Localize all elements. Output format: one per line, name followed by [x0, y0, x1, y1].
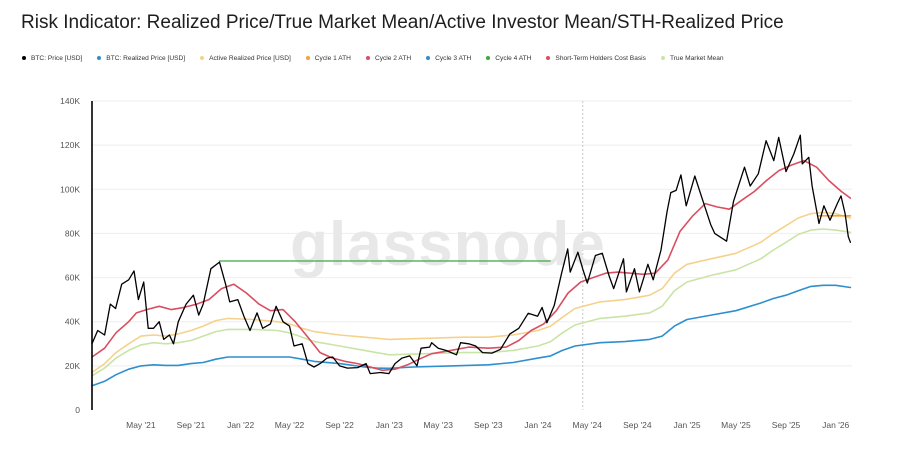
x-tick-label: Jan '26	[822, 420, 849, 430]
series-line	[91, 159, 852, 372]
series-line	[91, 134, 852, 375]
x-tick-label: May '25	[721, 420, 751, 430]
x-axis-ticks: May '21 Sep '21 Jan '22 May '22 Sep '22 Jan '…	[126, 420, 849, 430]
y-tick-label: 0	[75, 405, 80, 415]
y-tick-label: 140K	[60, 96, 80, 106]
y-tick-label: 100K	[60, 184, 80, 194]
x-tick-label: Sep '24	[623, 420, 652, 430]
x-tick-label: Sep '22	[325, 420, 354, 430]
legend-label: Cycle 1 ATH	[314, 54, 351, 62]
legend-swatch	[486, 56, 491, 60]
legend-item[interactable]: Short-Term Holders Cost Basis	[546, 55, 646, 62]
legend-item[interactable]: Cycle 4 ATH	[486, 55, 531, 62]
legend-item[interactable]: Cycle 3 ATH	[426, 55, 471, 62]
legend-label: Cycle 2 ATH	[374, 54, 412, 62]
legend-item[interactable]: True Market Mean	[660, 54, 724, 62]
legend-label: Cycle 4 ATH	[495, 54, 532, 62]
legend-item[interactable]: Active Realized Price [USD]	[200, 55, 291, 62]
legend-label: Short-Term Holders Cost Basis	[555, 54, 646, 62]
legend-swatch	[200, 56, 205, 60]
legend-swatch	[365, 56, 370, 60]
x-tick-label: Jan '23	[376, 420, 403, 430]
legend-label: BTC: Price [USD]	[31, 54, 83, 62]
y-tick-label: 80K	[65, 228, 80, 238]
series-line	[91, 228, 852, 377]
series-line	[91, 284, 852, 387]
x-tick-label: Jan '22	[227, 420, 254, 430]
legend-swatch	[305, 56, 310, 60]
legend-label: Cycle 3 ATH	[435, 54, 472, 62]
x-tick-label: Sep '23	[474, 420, 503, 430]
y-tick-label: 120K	[60, 140, 80, 150]
legend-label: True Market Mean	[669, 54, 724, 62]
x-tick-label: May '21	[126, 420, 156, 430]
chart-title: Risk Indicator: Realized Price/True Mark…	[21, 12, 784, 33]
legend-item[interactable]: BTC: Price [USD]	[22, 55, 82, 62]
legend-label: BTC: Realized Price [USD]	[106, 54, 186, 62]
x-tick-label: Jan '24	[524, 420, 551, 430]
series-line	[91, 211, 852, 374]
legend-item[interactable]: Cycle 1 ATH	[305, 54, 351, 62]
legend-swatch	[22, 56, 26, 60]
x-tick-label: Sep '21	[177, 420, 206, 430]
x-tick-label: May '23	[423, 420, 453, 430]
watermark: glassnode	[290, 210, 606, 279]
y-tick-label: 20K	[65, 361, 80, 371]
y-axis-ticks: 0 20K 40K 60K 80K 100K 120K 140K	[60, 96, 80, 415]
legend-swatch	[426, 56, 431, 60]
y-tick-label: 60K	[65, 273, 80, 283]
chart-legend: BTC: Price [USD] BTC: Realized Price [USD…	[22, 51, 739, 65]
x-tick-label: Sep '25	[772, 420, 801, 430]
grid-lines	[92, 100, 852, 410]
legend-swatch	[546, 56, 551, 60]
legend-swatch	[660, 56, 665, 60]
y-tick-label: 40K	[65, 317, 80, 327]
legend-item[interactable]: Cycle 2 ATH	[365, 54, 412, 62]
legend-swatch	[97, 56, 102, 60]
x-tick-label: May '22	[275, 420, 305, 430]
chart-series	[91, 134, 852, 387]
x-tick-label: Jan '25	[673, 420, 700, 430]
x-tick-label: May '24	[573, 420, 603, 430]
legend-item[interactable]: BTC: Realized Price [USD]	[97, 55, 185, 62]
legend-label: Active Realized Price [USD]	[209, 54, 291, 62]
